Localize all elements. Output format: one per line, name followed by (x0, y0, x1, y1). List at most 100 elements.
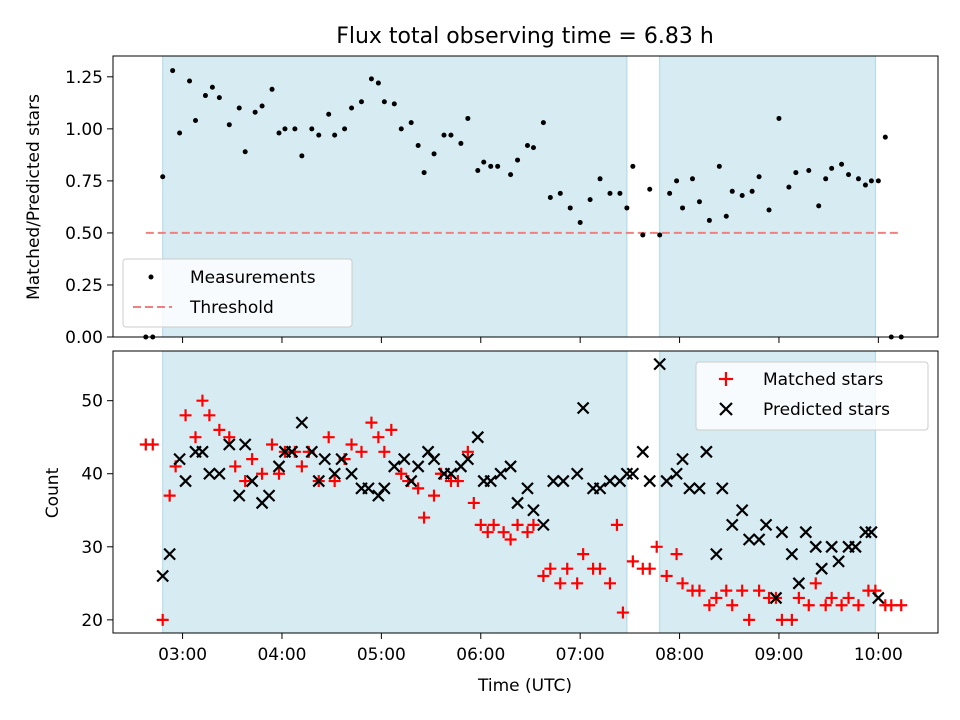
matched-star-point (676, 577, 689, 590)
measurement-point (823, 176, 829, 182)
measurement-point (381, 99, 387, 105)
top-y-tick-label: 0.50 (65, 224, 103, 244)
predicted-star-point (653, 357, 666, 371)
predicted-star-point (345, 467, 358, 481)
matched-star-point (809, 577, 822, 590)
matched-star-point (365, 416, 378, 429)
bottom-y-tick-label: 30 (81, 538, 103, 558)
measurement-point (540, 120, 546, 126)
legend-predicted-label: Predicted stars (763, 400, 890, 420)
legend-threshold-label: Threshold (189, 298, 274, 318)
bottom-legend: Matched stars Predicted stars (695, 361, 929, 431)
predicted-star-point (759, 518, 773, 532)
measurement-point (723, 213, 729, 219)
matched-star-point (179, 409, 192, 422)
measurement-point (508, 172, 514, 178)
predicted-star-point (865, 525, 878, 539)
measurement-point (756, 174, 762, 180)
measurement-point (706, 217, 712, 223)
measurement-point (557, 190, 563, 196)
predicted-star-point (676, 452, 689, 466)
measurement-point (259, 103, 265, 109)
matched-star-point (461, 445, 474, 458)
bottom-y-tick-label: 50 (81, 392, 103, 412)
predicted-star-point (636, 445, 650, 459)
measurement-point (657, 232, 663, 238)
predicted-star-point (163, 547, 176, 561)
predicted-star-point (521, 482, 534, 495)
measurement-point (292, 126, 298, 132)
measurement-point (547, 195, 553, 201)
matched-star-point (196, 394, 209, 407)
measurement-point (202, 93, 208, 99)
matched-star-point (246, 453, 259, 466)
predicted-star-point (504, 460, 517, 473)
measurement-point (640, 232, 646, 238)
measurement-point (488, 163, 494, 169)
measurement-point (829, 165, 835, 171)
measurement-point (855, 176, 861, 182)
matched-star-point (753, 584, 766, 597)
measurement-point (846, 172, 852, 178)
matched-star-point (693, 584, 706, 597)
predicted-star-point (710, 547, 723, 561)
measurement-point (882, 134, 888, 140)
measurement-point (448, 132, 454, 138)
bottom-y-axis-label: Count (43, 467, 63, 518)
predicted-star-point (752, 533, 766, 546)
predicted-star-point (735, 503, 749, 517)
measurement-point (209, 84, 215, 90)
matched-star-point (156, 613, 169, 626)
matched-star-point (256, 467, 269, 480)
x-axis-label: Time (UTC) (477, 676, 572, 696)
top-shaded-interval (659, 55, 876, 338)
measurement-point (862, 182, 868, 188)
measurement-point (398, 126, 404, 132)
measurement-point (689, 176, 695, 182)
matched-star-point (616, 606, 629, 619)
measurement-point (749, 188, 755, 194)
measurement-point (868, 178, 874, 184)
measurement-point (358, 99, 364, 105)
matched-star-point (189, 431, 202, 444)
matched-star-point (295, 460, 308, 473)
matched-star-point (736, 584, 749, 597)
measurement-point (624, 205, 630, 211)
predicted-star-point (775, 525, 789, 539)
predicted-star-point (511, 496, 524, 510)
matched-star-point (395, 467, 408, 480)
predicted-star-point (815, 562, 828, 575)
predicted-star-point (872, 591, 885, 605)
measurement-point (839, 161, 845, 167)
bottom-x-ticks: 03:00 04:00 05:00 06:00 07:00 08:00 09:00 10:00 (158, 633, 903, 665)
predicted-star-point (626, 467, 640, 481)
matched-star-point (785, 613, 798, 626)
predicted-star-point (660, 474, 673, 488)
predicted-stars-series (156, 357, 885, 605)
measurement-point (617, 190, 623, 196)
legend-matched-label: Matched stars (763, 370, 883, 390)
matched-star-point (743, 613, 756, 626)
matched-star-point (802, 599, 815, 612)
measurement-point (577, 220, 583, 226)
matched-star-point (428, 489, 441, 502)
predicted-star-point (593, 482, 607, 495)
measurement-point (524, 143, 530, 149)
predicted-star-point (156, 569, 169, 583)
predicted-star-point (305, 445, 319, 459)
predicted-star-point (742, 533, 756, 546)
measurement-point (299, 153, 305, 159)
predicted-star-point (444, 467, 458, 481)
measurement-point (495, 163, 501, 169)
predicted-star-point (238, 438, 252, 451)
predicted-star-point (378, 482, 391, 495)
top-y-axis-label: Matched/Predicted stars (24, 94, 44, 300)
bottom-shaded-interval (162, 350, 628, 634)
matched-star-point (819, 599, 832, 612)
matched-star-point (497, 526, 510, 539)
top-y-tick-label: 0.00 (65, 328, 103, 348)
measurement-point (160, 174, 166, 180)
measurement-point (187, 78, 193, 84)
predicted-star-point (173, 452, 186, 466)
